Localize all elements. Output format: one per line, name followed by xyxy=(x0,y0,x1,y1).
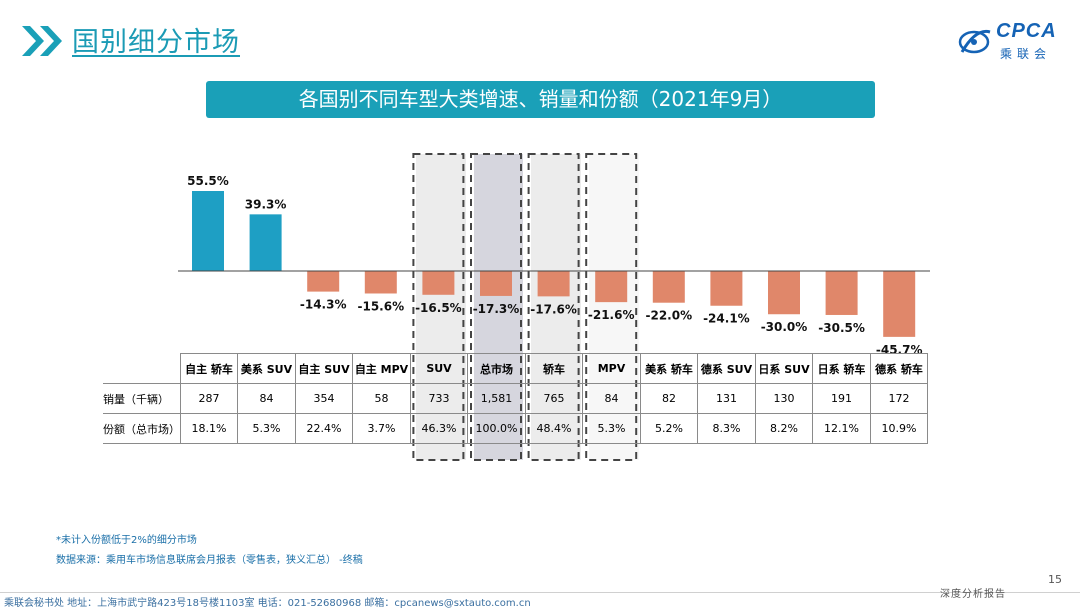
chevron-icon xyxy=(22,26,62,56)
page-title: 国别细分市场 xyxy=(72,27,240,58)
table-cell: 82 xyxy=(640,383,698,414)
table-header-cell: 日系 SUV xyxy=(755,353,813,384)
table-header-cell: 轿车 xyxy=(525,353,583,384)
data-label-10: -24.1% xyxy=(703,312,750,326)
data-label-11: -30.0% xyxy=(761,320,808,334)
table-cell: 765 xyxy=(525,383,583,414)
table-row: 销量（千辆） 287 84 354 58 733 1,581 765 84 82 131 130 191… xyxy=(103,383,928,414)
footer-divider xyxy=(0,592,1080,593)
data-label-1: 55.5% xyxy=(187,174,229,188)
bar-8 xyxy=(595,271,628,303)
bar-11 xyxy=(768,271,800,315)
table-header-cell: 德系 轿车 xyxy=(870,353,928,384)
data-label-9: -22.0% xyxy=(645,309,692,323)
chart-banner-title: 各国别不同车型大类增速、销量和份额（2021年9月） xyxy=(206,81,875,118)
data-table: 自主 轿车 美系 SUV 自主 SUV 自主 MPV SUV 总市场 轿车 MPV 美系 轿车德… xyxy=(103,353,928,444)
logo-subtext: 乘联会 xyxy=(1000,47,1052,61)
table-cell: 172 xyxy=(870,383,928,414)
table-header-cell: MPV xyxy=(582,353,641,384)
highlight-frame-7 xyxy=(527,153,580,461)
data-label-5: -16.5% xyxy=(415,301,462,315)
page-number: 15 xyxy=(1048,573,1062,586)
bar-12 xyxy=(825,271,858,315)
bar-10 xyxy=(710,271,743,306)
note-text: *未计入份额低于2%的细分市场 xyxy=(56,535,197,546)
table-header-cell: 自主 SUV xyxy=(295,353,353,384)
table-header-cell: SUV xyxy=(410,353,468,384)
highlight-frame-6 xyxy=(470,153,522,461)
table-cell: 733 xyxy=(410,383,468,414)
table-cell: 84 xyxy=(582,383,641,414)
table-cell: 58 xyxy=(352,383,411,414)
footer-contact: 乘联会秘书处 地址：上海市武宁路423号18号楼1103室 电话：021-526… xyxy=(4,598,531,609)
data-label-6: -17.3% xyxy=(473,302,520,316)
table-header-row: 自主 轿车 美系 SUV 自主 SUV 自主 MPV SUV 总市场 轿车 MPV 美系 轿车德… xyxy=(103,353,928,384)
data-label-4: -15.6% xyxy=(357,299,404,313)
data-label-7: -17.6% xyxy=(530,302,577,316)
source-text: 数据来源：乘用车市场信息联席会月报表（零售表，狭义汇总） -终稿 xyxy=(56,555,363,566)
highlight-frame-8 xyxy=(585,153,638,461)
bar-7 xyxy=(537,271,570,297)
table-corner-cell xyxy=(103,353,181,384)
bar-13 xyxy=(883,271,916,337)
table-cell: 130 xyxy=(755,383,813,414)
table-header-cell: 德系 SUV xyxy=(697,353,756,384)
bar-9 xyxy=(652,271,685,303)
bar-3 xyxy=(307,271,340,292)
bar-2 xyxy=(249,214,282,271)
data-label-8: -21.6% xyxy=(588,308,635,322)
table-cell: 3.7% xyxy=(352,413,411,444)
bar-4 xyxy=(364,271,397,294)
table-header-cell: 自主 轿车 xyxy=(180,353,238,384)
table-cell: 191 xyxy=(812,383,871,414)
bar-1 xyxy=(192,191,224,271)
table-cell: 12.1% xyxy=(812,413,871,444)
table-header-cell: 总市场 xyxy=(467,353,526,384)
table-cell: 46.3% xyxy=(410,413,468,444)
data-label-2: 39.3% xyxy=(245,197,287,211)
table-cell: 100.0% xyxy=(467,413,526,444)
table-cell: 8.2% xyxy=(755,413,813,444)
table-cell: 10.9% xyxy=(870,413,928,444)
table-cell: 84 xyxy=(237,383,296,414)
table-header-cell: 美系 轿车 xyxy=(640,353,698,384)
table-header-cell: 自主 MPV xyxy=(352,353,411,384)
table-row: 份额（总市场） 18.1% 5.3% 22.4% 3.7% 46.3% 100.0% 48.4… xyxy=(103,413,928,444)
table-cell: 5.3% xyxy=(582,413,641,444)
bar-5 xyxy=(422,271,455,295)
table-row-label: 销量（千辆） xyxy=(103,383,181,414)
table-cell: 22.4% xyxy=(295,413,353,444)
table-cell: 287 xyxy=(180,383,238,414)
table-header-cell: 日系 轿车 xyxy=(812,353,871,384)
table-cell: 5.3% xyxy=(237,413,296,444)
highlight-frame-5 xyxy=(412,153,465,461)
table-row-label: 份额（总市场） xyxy=(103,413,181,444)
table-cell: 18.1% xyxy=(180,413,238,444)
logo-text: CPCA xyxy=(996,20,1057,42)
data-label-3: -14.3% xyxy=(300,298,347,312)
table-cell: 48.4% xyxy=(525,413,583,444)
table-cell: 1,581 xyxy=(467,383,526,414)
bar-6 xyxy=(480,271,512,296)
table-cell: 354 xyxy=(295,383,353,414)
table-cell: 8.3% xyxy=(697,413,756,444)
data-label-12: -30.5% xyxy=(818,321,865,335)
cpca-logo-icon xyxy=(958,29,991,54)
footer-report-label: 深度分析报告 xyxy=(940,589,1006,600)
table-header-cell: 美系 SUV xyxy=(237,353,296,384)
table-cell: 131 xyxy=(697,383,756,414)
table-cell: 5.2% xyxy=(640,413,698,444)
